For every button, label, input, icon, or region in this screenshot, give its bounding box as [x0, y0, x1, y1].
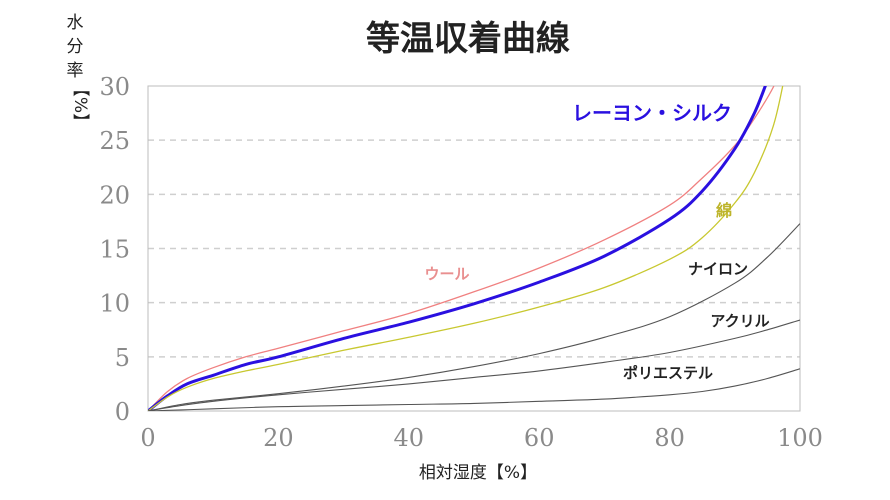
gridlines — [148, 139, 800, 358]
series-line-polyester — [148, 368, 800, 411]
x-tick-label: 100 — [777, 424, 823, 452]
y-tick-label: 25 — [99, 127, 130, 155]
series-lines — [148, 86, 800, 411]
series-label-polyester: ポリエステル — [623, 364, 713, 382]
y-tick-label: 30 — [99, 73, 130, 101]
x-tick-label: 0 — [140, 424, 155, 452]
series-label-acrylic: アクリル — [710, 312, 769, 330]
plot-frame — [147, 85, 801, 412]
y-tick-label: 15 — [99, 236, 130, 264]
x-tick-label: 20 — [263, 424, 294, 452]
x-axis-label: 相対湿度【%】 — [419, 463, 537, 483]
series-label-rayon-silk: レーヨン・シルク — [572, 101, 732, 125]
x-tick-labels: 0 20 40 60 80 100 — [140, 424, 823, 452]
y-axis-label-char-2: 分 — [67, 37, 84, 57]
series-label-cotton: 綿 — [716, 201, 732, 220]
x-tick-label: 40 — [394, 424, 425, 452]
y-axis-label-unit: 【%】 — [70, 80, 90, 130]
x-tick-label: 80 — [654, 424, 685, 452]
y-tick-labels: 0 5 10 15 20 25 30 — [99, 73, 130, 426]
y-tick-label: 10 — [99, 290, 130, 318]
y-axis-label-char-3: 率 — [67, 61, 84, 81]
y-tick-label: 20 — [99, 181, 130, 209]
y-tick-label: 5 — [115, 344, 130, 372]
y-axis-label: 水 分 率 【%】 — [67, 13, 91, 130]
series-line-acrylic — [148, 319, 800, 411]
series-line-nylon — [148, 223, 800, 411]
series-line-cotton — [148, 86, 784, 411]
y-tick-label: 0 — [115, 398, 130, 426]
series-label-wool: ウール — [424, 265, 469, 283]
chart-title: 等温収着曲線 — [366, 19, 570, 59]
series-label-nylon: ナイロン — [688, 260, 748, 278]
series-line-rayon-silk — [148, 86, 767, 411]
y-axis-label-char-1: 水 — [67, 13, 84, 33]
x-tick-label: 60 — [524, 424, 555, 452]
